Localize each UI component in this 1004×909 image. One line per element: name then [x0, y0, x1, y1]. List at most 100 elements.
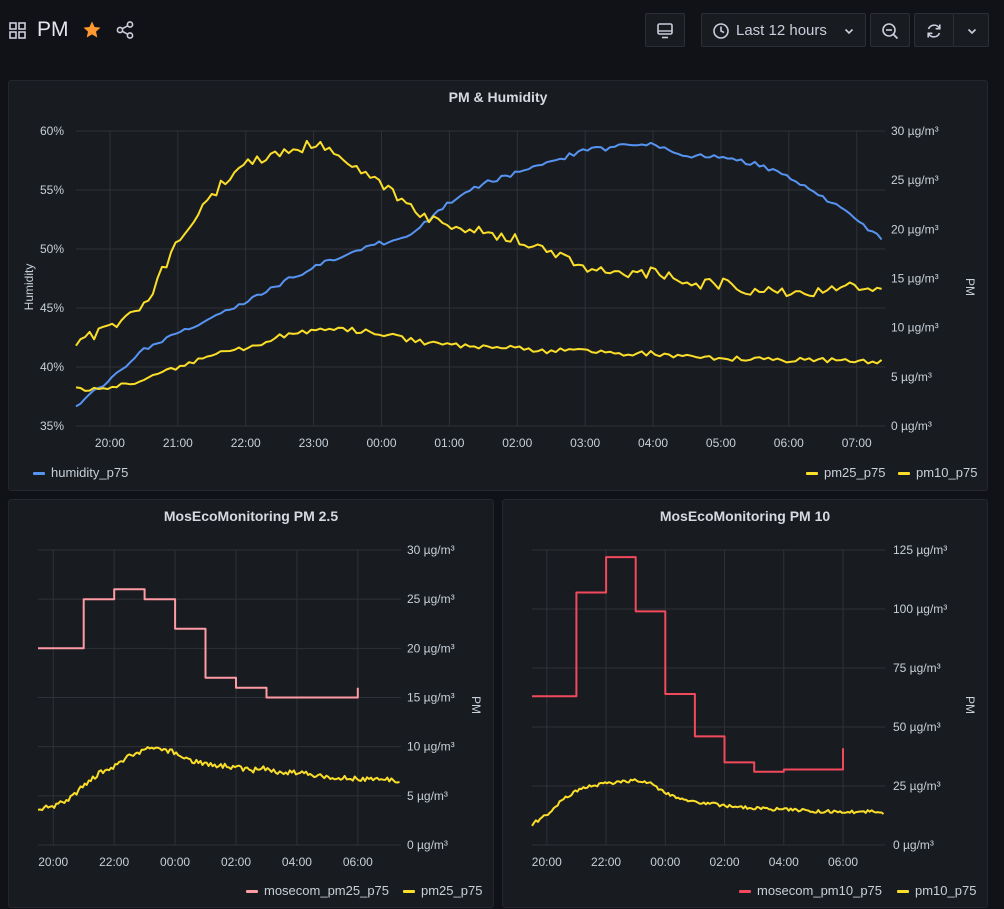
y-right-tick-label: 5 µg/m³	[891, 370, 932, 384]
y-right-tick-label: 125 µg/m³	[893, 543, 947, 557]
mosecom-pm10-chart[interactable]: 0 µg/m³ 25 µg/m³ 50 µg/m³ 75 µg/m³ 100 µg/m³…	[503, 500, 989, 909]
legend-label: mosecom_pm10_p75	[757, 883, 882, 898]
legend-label: humidity_p75	[51, 465, 128, 480]
x-tick-label: 00:00	[366, 436, 396, 450]
x-tick-label: 20:00	[532, 855, 562, 869]
x-tick-label: 03:00	[570, 436, 600, 450]
y-left-tick-label: 35%	[40, 419, 64, 433]
series-line-pm25-p75[interactable]	[75, 326, 883, 392]
legend-item[interactable]: pm25_p75	[403, 883, 482, 898]
panel-mosecom-pm10[interactable]: MosEcoMonitoring PM 10 0 µg/m³ 25 µg/m³ 50…	[502, 499, 988, 908]
x-tick-label: 02:00	[710, 855, 740, 869]
legend-swatch	[898, 472, 910, 475]
legend-swatch	[806, 472, 818, 475]
clock-icon	[713, 23, 729, 39]
x-tick-label: 06:00	[343, 855, 373, 869]
zoom-out-button[interactable]	[870, 13, 910, 47]
panel-title[interactable]: PM & Humidity	[448, 89, 548, 105]
y-right-tick-label: 100 µg/m³	[893, 602, 947, 616]
y-right-tick-label: 15 µg/m³	[407, 691, 455, 705]
panel-pm-humidity[interactable]: PM & Humidity 0 µg/m³ 5 µg/m³ 10 µg/m³ 15 µ…	[8, 80, 988, 491]
legend-item[interactable]: humidity_p75	[33, 465, 128, 480]
x-tick-label: 05:00	[706, 436, 736, 450]
tv-icon	[657, 23, 673, 39]
zoom-out-icon	[882, 23, 899, 40]
y-right-tick-label: 15 µg/m³	[891, 272, 939, 286]
y-right-tick-label: 30 µg/m³	[891, 124, 939, 138]
y-left-tick-label: 50%	[40, 242, 64, 256]
y-right-axis-label: PM	[963, 696, 977, 714]
dashboard-header: PM Last 12 hours	[0, 0, 1004, 64]
tv-mode-button[interactable]	[645, 13, 685, 47]
legend-item[interactable]: pm25_p75	[806, 465, 885, 480]
y-right-tick-label: 10 µg/m³	[407, 740, 455, 754]
series-line-pm10-p75[interactable]	[531, 778, 885, 827]
mosecom-pm25-chart[interactable]: 0 µg/m³ 5 µg/m³ 10 µg/m³ 15 µg/m³ 20 µg/m³ 25…	[9, 500, 495, 909]
legend-item[interactable]: pm10_p75	[898, 465, 977, 480]
refresh-icon	[927, 24, 941, 38]
x-tick-label: 02:00	[221, 855, 251, 869]
refresh-button[interactable]	[914, 13, 954, 47]
x-tick-label: 23:00	[299, 436, 329, 450]
panel-mosecom-pm25[interactable]: MosEcoMonitoring PM 2.5 0 µg/m³ 5 µg/m³ 10…	[8, 499, 494, 908]
x-tick-label: 02:00	[502, 436, 532, 450]
legend-label: pm10_p75	[916, 465, 977, 480]
y-right-tick-label: 25 µg/m³	[407, 592, 455, 606]
panel-title[interactable]: MosEcoMonitoring PM 10	[659, 508, 831, 524]
y-right-axis-label: PM	[963, 278, 977, 296]
x-tick-label: 21:00	[163, 436, 193, 450]
x-tick-label: 22:00	[591, 855, 621, 869]
x-tick-label: 00:00	[650, 855, 680, 869]
x-tick-label: 20:00	[38, 855, 68, 869]
time-range-picker[interactable]: Last 12 hours	[701, 13, 866, 47]
legend-label: pm10_p75	[915, 883, 976, 898]
y-right-tick-label: 20 µg/m³	[407, 641, 455, 655]
x-tick-label: 22:00	[99, 855, 129, 869]
y-right-tick-label: 30 µg/m³	[407, 543, 455, 557]
series-line-mosecom-pm10-p75[interactable]	[532, 556, 844, 773]
y-left-axis-label: Humidity	[22, 264, 36, 311]
legend-swatch	[246, 890, 258, 893]
y-left-tick-label: 55%	[40, 183, 64, 197]
series-line-pm10-p75[interactable]	[75, 139, 882, 347]
y-right-tick-label: 75 µg/m³	[893, 661, 941, 675]
panel-title[interactable]: MosEcoMonitoring PM 2.5	[163, 508, 339, 524]
dashboard-title[interactable]: PM	[37, 18, 69, 41]
legend-item[interactable]: mosecom_pm25_p75	[246, 883, 389, 898]
share-icon[interactable]	[115, 20, 135, 40]
series-line-pm25-p75[interactable]	[37, 746, 400, 812]
legend-swatch	[897, 890, 909, 893]
x-tick-label: 01:00	[434, 436, 464, 450]
y-left-tick-label: 45%	[40, 301, 64, 315]
legend-swatch	[33, 472, 45, 475]
refresh-interval-dropdown[interactable]	[953, 13, 989, 47]
x-tick-label: 04:00	[638, 436, 668, 450]
x-tick-label: 22:00	[231, 436, 261, 450]
x-tick-label: 07:00	[842, 436, 872, 450]
legend-label: pm25_p75	[824, 465, 885, 480]
y-right-tick-label: 0 µg/m³	[891, 419, 932, 433]
x-tick-label: 04:00	[769, 855, 799, 869]
apps-icon[interactable]	[9, 22, 26, 39]
x-tick-label: 06:00	[828, 855, 858, 869]
series-line-mosecom-pm25-p75[interactable]	[38, 588, 359, 699]
y-right-tick-label: 50 µg/m³	[893, 720, 941, 734]
y-right-tick-label: 20 µg/m³	[891, 222, 939, 236]
chevron-down-icon	[967, 28, 977, 35]
x-tick-label: 00:00	[160, 855, 190, 869]
y-left-tick-label: 40%	[40, 360, 64, 374]
legend-item[interactable]: pm10_p75	[897, 883, 976, 898]
x-tick-label: 04:00	[282, 855, 312, 869]
legend-label: mosecom_pm25_p75	[264, 883, 389, 898]
legend-item[interactable]: mosecom_pm10_p75	[739, 883, 882, 898]
series-line-humidity-p75[interactable]	[75, 141, 883, 408]
legend-swatch	[403, 890, 415, 893]
x-tick-label: 06:00	[774, 436, 804, 450]
y-right-tick-label: 0 µg/m³	[893, 838, 934, 852]
y-right-tick-label: 5 µg/m³	[407, 789, 448, 803]
pm-humidity-chart[interactable]: 0 µg/m³ 5 µg/m³ 10 µg/m³ 15 µg/m³ 20 µg/m³ 25…	[9, 81, 989, 492]
y-right-tick-label: 10 µg/m³	[891, 321, 939, 335]
star-icon[interactable]	[82, 20, 102, 40]
legend-label: pm25_p75	[421, 883, 482, 898]
y-right-axis-label: PM	[469, 696, 483, 714]
